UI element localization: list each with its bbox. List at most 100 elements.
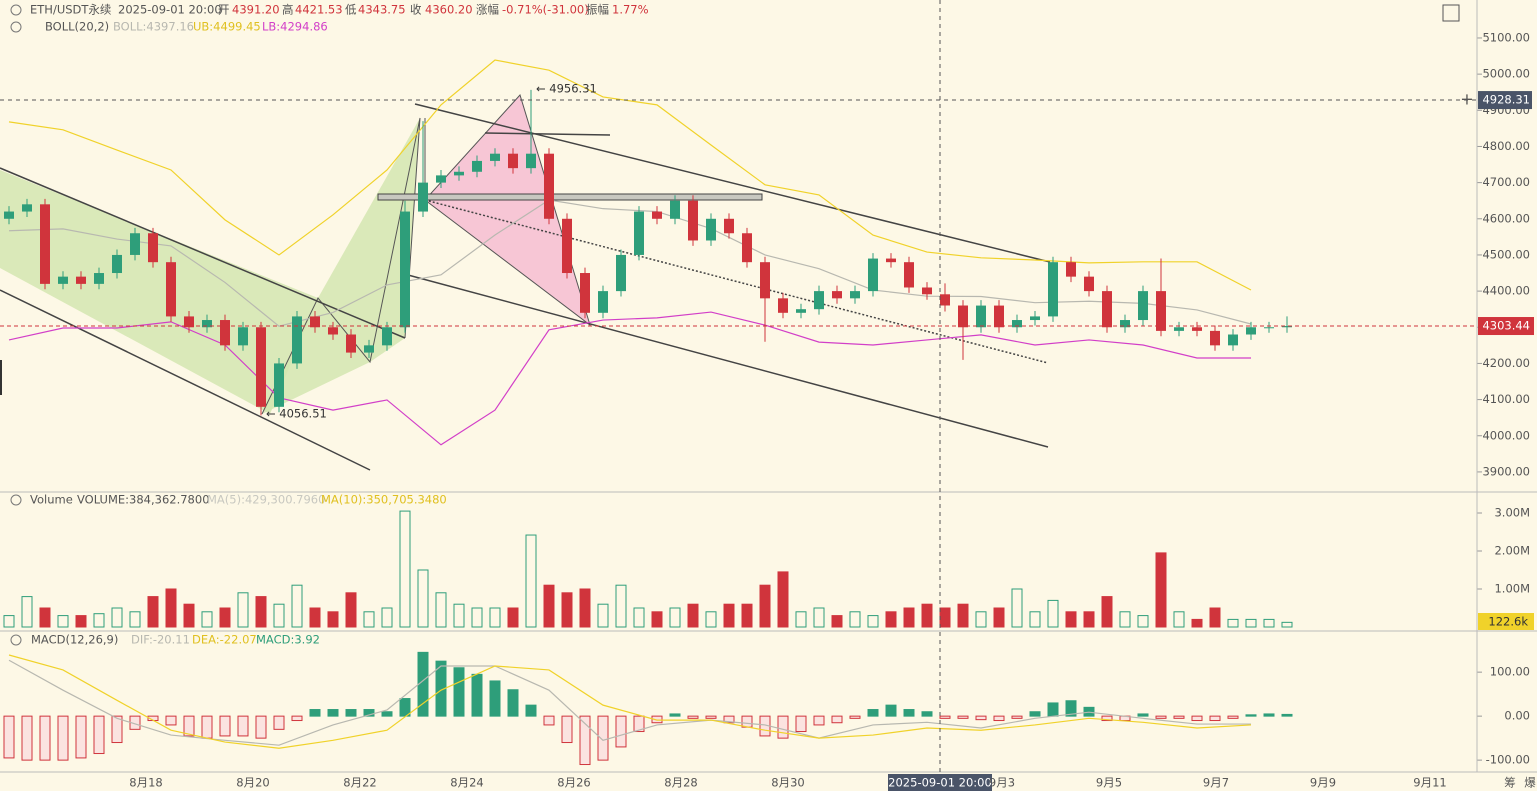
y-tick-label: 4500.00 <box>1482 247 1530 261</box>
y-tick-label: 4800.00 <box>1482 139 1530 153</box>
candle-body <box>166 262 176 317</box>
collapse-icon[interactable] <box>10 494 22 506</box>
candle-body <box>76 276 86 284</box>
candle-body <box>58 276 68 284</box>
legend: VOLUME:384,362.7800 <box>77 493 210 507</box>
indicator-line <box>8 59 1252 291</box>
macd-bar <box>21 715 33 761</box>
candle-body <box>958 305 968 328</box>
candle-body <box>580 273 590 313</box>
candle-body <box>418 182 428 212</box>
price-tag <box>1478 317 1534 336</box>
indicator-line <box>8 654 1252 749</box>
volume-bar <box>669 607 681 628</box>
annotation: ← 4056.51 <box>266 407 327 421</box>
candle-body <box>310 316 320 328</box>
collapse-icon[interactable] <box>10 21 22 33</box>
volume-bar <box>885 611 897 628</box>
toolbar-item[interactable]: 爆 <box>1524 776 1536 790</box>
macd-bar <box>651 715 663 724</box>
candle-body <box>382 327 392 346</box>
macd-bar <box>1101 715 1113 722</box>
pattern-line <box>424 94 591 327</box>
legend: MA(10):350,705.3480 <box>321 493 447 507</box>
candle-body <box>1120 320 1130 328</box>
candle-body <box>40 204 50 284</box>
volume-bar <box>921 603 933 628</box>
volume-bar <box>1101 596 1113 628</box>
volume-bar <box>201 611 213 628</box>
collapse-icon[interactable] <box>10 4 22 16</box>
volume-bar <box>417 569 429 628</box>
candle-body <box>148 233 158 263</box>
x-tick-label: 8月28 <box>664 776 697 790</box>
volume-bar <box>849 611 861 628</box>
candle-body <box>526 153 536 169</box>
toolbar-item[interactable]: 筹 <box>1504 776 1516 790</box>
fullscreen-icon[interactable] <box>1442 4 1460 22</box>
green-zone <box>262 298 370 414</box>
drawings <box>0 94 1051 471</box>
label: 振幅 <box>586 3 609 17</box>
volume-bar <box>183 603 195 628</box>
volume-bar <box>687 603 699 628</box>
macd-bar <box>849 715 861 719</box>
y-tick-label: 0.00 <box>1504 709 1530 723</box>
candle-body <box>490 153 500 161</box>
macd-bar <box>525 704 537 717</box>
volume-bar <box>1029 611 1041 628</box>
candle-body <box>760 262 770 299</box>
candle-body <box>1012 320 1022 328</box>
time: 2025-09-01 20:00 <box>118 3 222 17</box>
macd-bar <box>687 715 699 719</box>
volume-bar <box>381 607 393 628</box>
macd-bar <box>723 715 735 724</box>
x-tick-label: 8月18 <box>129 776 162 790</box>
volume-bar <box>1011 588 1023 628</box>
volume-bar <box>1119 611 1131 628</box>
zone-box <box>377 193 763 201</box>
candle-body <box>1138 291 1148 321</box>
volume-bar <box>1227 618 1239 628</box>
legend: DEA:-22.07 <box>192 633 257 647</box>
collapse-icon[interactable] <box>10 634 22 646</box>
candle-body <box>1084 276 1094 292</box>
volume-bar <box>3 615 15 628</box>
macd-bar <box>1137 713 1149 717</box>
volume-bar <box>993 607 1005 628</box>
candle-body <box>22 204 32 212</box>
volume-bar <box>705 611 717 628</box>
candle-body <box>1048 262 1058 317</box>
volume-bar <box>867 615 879 628</box>
macd-bar <box>975 715 987 721</box>
volume-bar <box>723 603 735 628</box>
label: 高 <box>282 3 294 17</box>
macd-bar <box>489 680 501 717</box>
macd-bar <box>813 715 825 726</box>
value: 1.77% <box>612 3 649 17</box>
volume-bar <box>93 613 105 628</box>
symbol: ETH/USDT永续 <box>30 3 111 17</box>
indicator-title: BOLL(20,2) <box>45 20 109 34</box>
value: -0.71%(-31.00) <box>502 3 589 17</box>
x-tick-label: 9月11 <box>1413 776 1446 790</box>
volume-bar <box>291 584 303 628</box>
channel-line <box>0 289 371 471</box>
volume-bar <box>147 596 159 628</box>
volume-bar <box>975 611 987 628</box>
volume-bar <box>363 611 375 628</box>
volume-tag-text: 122.6k <box>1488 615 1528 629</box>
y-tick-label: 5000.00 <box>1482 67 1530 81</box>
macd-bar <box>903 709 915 717</box>
indicator-title: Volume <box>30 493 73 507</box>
time-tag-text: 2025-09-01 20:00 <box>888 776 992 790</box>
macd-bar <box>543 715 555 726</box>
legend: LB:4294.86 <box>262 20 328 34</box>
macd-bar <box>705 715 717 719</box>
macd-bar <box>363 709 375 717</box>
label: 涨幅 <box>476 3 499 17</box>
volume-bar <box>1281 621 1293 628</box>
candle-body <box>238 327 248 346</box>
y-tick-label: 4700.00 <box>1482 175 1530 189</box>
